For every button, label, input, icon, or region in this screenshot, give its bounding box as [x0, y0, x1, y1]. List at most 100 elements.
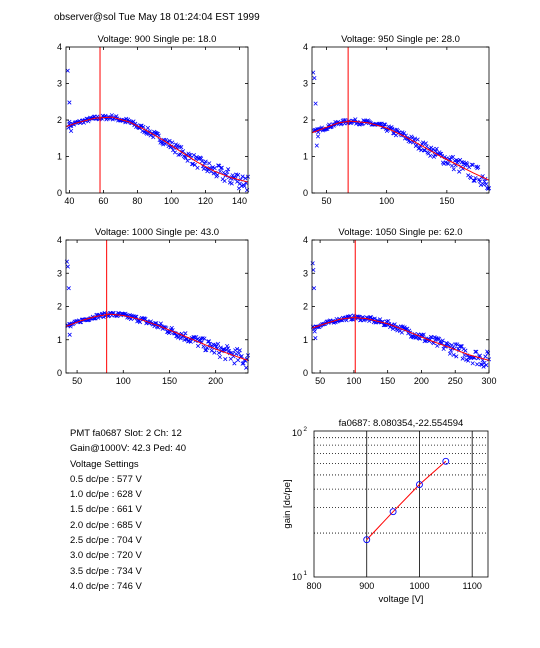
data-point: [454, 354, 459, 359]
data-point: [151, 135, 156, 140]
y-tick-label: 2: [57, 115, 62, 125]
data-point: [473, 175, 478, 181]
x-tick-label: 1000: [409, 581, 429, 591]
data-point: [415, 137, 420, 142]
fit-curve: [65, 116, 249, 183]
data-point: [219, 165, 224, 170]
data-point: [475, 362, 480, 367]
data-point: [455, 342, 460, 347]
fit-curve: [65, 313, 249, 361]
data-point: [114, 114, 119, 119]
data-point: [476, 164, 481, 170]
data-point: [201, 344, 206, 349]
data-point: [314, 143, 319, 148]
y-tick-label: 4: [303, 42, 308, 52]
data-point: [439, 151, 444, 156]
y-tick-label: 2: [57, 302, 62, 312]
data-point: [241, 361, 246, 366]
data-point: [109, 113, 114, 118]
y-tick-label: 4: [57, 42, 62, 52]
data-point: [313, 336, 318, 341]
x-tick-label: 40: [64, 196, 74, 206]
data-point: [145, 125, 150, 131]
data-point: [460, 356, 465, 361]
data-point: [169, 325, 174, 330]
page-header: observer@sol Tue May 18 01:24:04 EST 199…: [54, 12, 260, 23]
setting-item: 3.5 dc/pe : 734 V: [70, 565, 142, 577]
data-point: [447, 351, 453, 356]
data-point: [167, 138, 172, 144]
data-point: [216, 350, 222, 355]
data-point: [422, 148, 427, 153]
data-point: [170, 140, 175, 145]
y-tick-label: 1: [57, 335, 62, 345]
y-tick-label: 0: [57, 368, 62, 378]
x-tick-label: 300: [481, 376, 496, 386]
x-tick-label: 150: [439, 196, 454, 206]
data-point: [412, 136, 418, 141]
x-tick-label: 80: [132, 196, 142, 206]
gain-line: Gain@1000V: 42.3 Ped: 40: [70, 443, 186, 455]
data-point: [65, 264, 70, 269]
data-point: [212, 166, 217, 171]
gain-point: [363, 536, 371, 544]
data-point: [174, 145, 179, 150]
data-point: [188, 339, 193, 344]
data-point: [446, 161, 451, 167]
x-tick-label: 100: [379, 196, 394, 206]
data-point: [439, 153, 445, 158]
data-point: [225, 169, 230, 174]
data-point: [225, 346, 231, 351]
y-tick-label: 10: [292, 572, 302, 582]
x-tick-label: 250: [448, 376, 463, 386]
data-point: [67, 119, 72, 124]
data-point: [67, 332, 72, 337]
gain-point: [389, 508, 397, 516]
data-point: [235, 172, 241, 178]
data-point: [195, 165, 200, 170]
histogram-plot-3: 50 100 150 200 0 1 2 3 4 Voltage: 1000 Single pe:…: [57, 227, 251, 386]
data-point: [449, 343, 454, 348]
data-point: [217, 163, 222, 168]
data-point: [212, 350, 217, 355]
data-point: [203, 159, 208, 164]
y-tick-label: 3: [57, 79, 62, 89]
data-point: [215, 173, 220, 178]
data-point: [482, 179, 487, 184]
data-point: [428, 153, 433, 158]
data-point: [205, 345, 210, 350]
data-point: [474, 349, 479, 354]
data-point: [312, 75, 317, 81]
plot-title: Voltage: 900 Single pe: 18.0: [98, 34, 217, 45]
data-point: [469, 162, 474, 167]
data-point: [481, 364, 486, 369]
data-point: [235, 358, 241, 363]
histogram-plot-1: 40 60 80 100 120 140 0 1 2 3 4 Voltage: 900 Single …: [57, 34, 251, 206]
data-point: [420, 140, 426, 145]
x-tick-label: 100: [346, 376, 361, 386]
data-point: [209, 348, 214, 353]
y-tick-label: 1: [57, 152, 62, 162]
data-point: [451, 167, 456, 172]
setting-item: 4.0 dc/pe : 746 V: [70, 580, 142, 592]
pmt-info-panel: PMT fa0687 Slot: 2 Ch: 12 Gain@1000V: 42…: [70, 426, 186, 594]
data-point: [430, 147, 436, 152]
data-point: [67, 100, 72, 105]
data-point: [65, 68, 70, 73]
y-axis-label: gain [dc/pe]: [282, 479, 293, 528]
axes-box: [311, 239, 490, 374]
data-point: [172, 150, 178, 155]
data-point: [381, 323, 386, 328]
data-point: [66, 286, 71, 291]
pmt-line: PMT fa0687 Slot: 2 Ch: 12: [70, 428, 182, 439]
data-point: [183, 155, 188, 160]
data-point: [179, 145, 184, 150]
data-point: [313, 101, 318, 106]
setting-item: 1.5 dc/pe : 661 V: [70, 504, 142, 516]
data-point: [315, 134, 321, 139]
data-point: [222, 178, 227, 184]
y-tick-label: 4: [57, 235, 62, 245]
data-point: [465, 162, 470, 167]
axes-box: [65, 239, 249, 374]
